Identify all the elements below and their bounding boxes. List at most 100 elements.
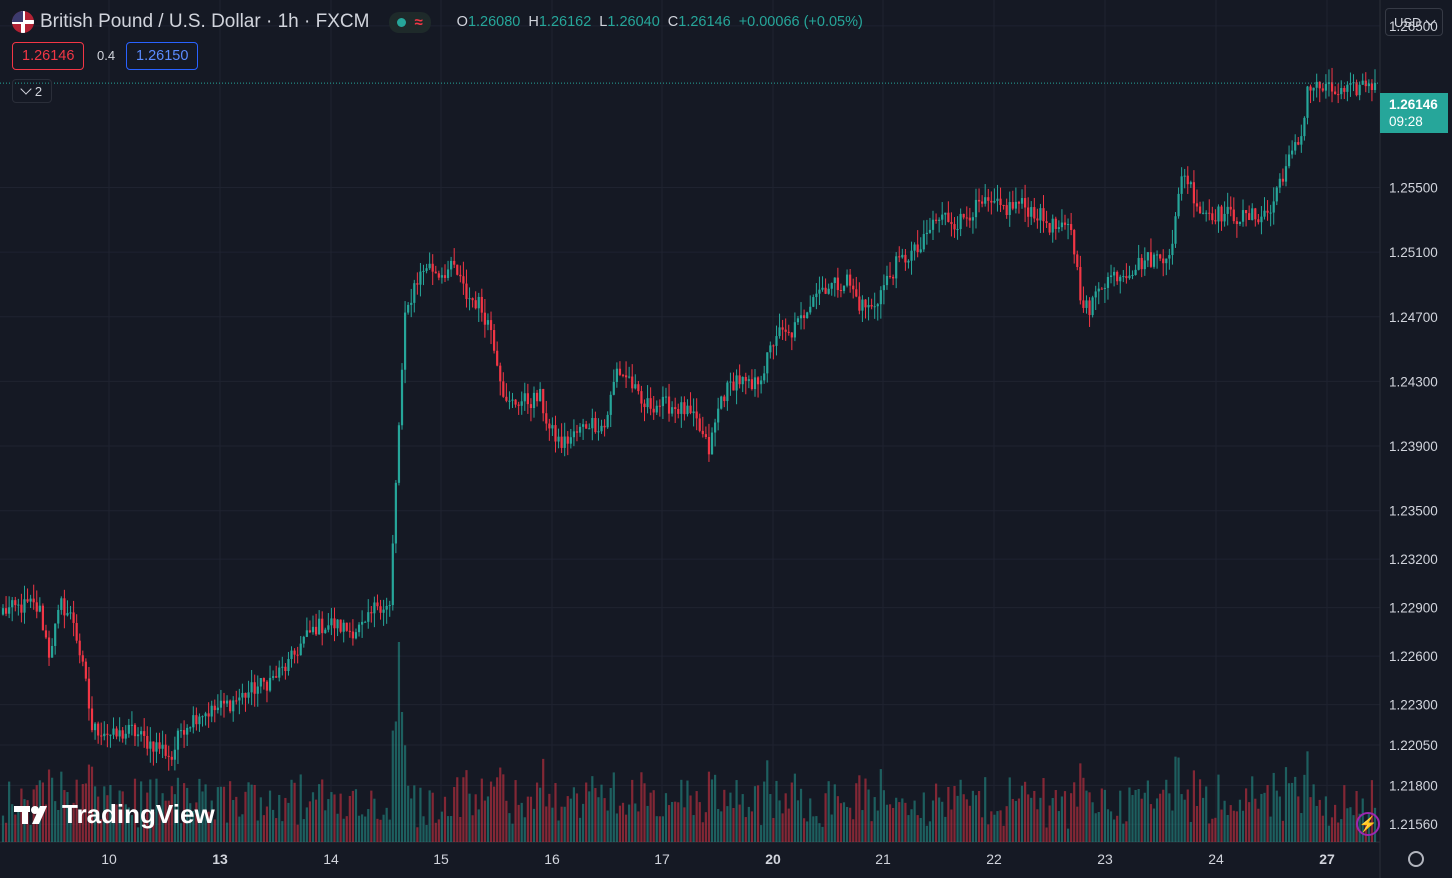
volume-bar (1189, 821, 1192, 842)
candle-body (1214, 220, 1217, 222)
currency-selector[interactable]: USD (1385, 8, 1443, 36)
volume-bar (594, 788, 597, 842)
volume-bar (535, 782, 539, 842)
volume-bar (425, 824, 428, 842)
candle-body (686, 405, 689, 415)
candle-body (1168, 255, 1171, 259)
candle-body (35, 602, 38, 612)
candle-body (852, 285, 855, 290)
candle-body (284, 666, 287, 671)
candle-body (974, 199, 978, 218)
volume-bar (136, 827, 140, 842)
volume-bar (416, 827, 419, 842)
volume-bar (1297, 796, 1300, 842)
volume-bar (1309, 797, 1312, 842)
volume-bar (428, 790, 431, 842)
volume-bar (1266, 785, 1269, 842)
candle-body (953, 224, 956, 230)
time-tick-label: 17 (654, 851, 670, 867)
candle-body (379, 606, 382, 613)
sell-button[interactable]: 1.26146 (12, 42, 85, 70)
volume-bar (502, 774, 505, 842)
indicators-toggle-button[interactable]: 2 (12, 79, 52, 103)
volume-bar (772, 817, 775, 842)
volume-bar (281, 821, 284, 842)
volume-bar (302, 819, 305, 842)
candle-body (680, 402, 683, 414)
candle-body (1333, 91, 1337, 95)
volume-bar (1168, 793, 1171, 842)
candle-body (1287, 154, 1291, 167)
volume-bar (456, 777, 459, 842)
volume-bar (910, 809, 913, 842)
volume-bar (1208, 823, 1211, 842)
volume-bar (667, 805, 671, 842)
candle-body (1260, 216, 1263, 223)
volume-bar (1278, 796, 1281, 842)
candle-body (1251, 208, 1254, 220)
volume-bar (1205, 786, 1208, 842)
low-label: L (599, 14, 608, 30)
candle-body (858, 296, 861, 311)
candle-body (1211, 213, 1214, 221)
volume-bar (1180, 794, 1183, 842)
volume-bar (1300, 813, 1303, 842)
price-tick-label: 1.24700 (1389, 310, 1438, 325)
volume-bar (44, 804, 48, 842)
candle-body (247, 692, 250, 698)
volume-bar (612, 772, 615, 842)
volume-bar (124, 804, 127, 842)
volume-bar (628, 804, 631, 842)
volume-bar (244, 791, 247, 842)
candle-body (124, 733, 127, 739)
candle-body (115, 728, 118, 737)
volume-bar (812, 816, 815, 842)
candle-body (81, 655, 84, 662)
candle-body (876, 304, 879, 307)
volume-bar (683, 807, 686, 842)
candle-body (1189, 182, 1192, 185)
volume-bar (1275, 790, 1278, 842)
volume-bar (919, 817, 922, 842)
volume-bar (1128, 787, 1131, 842)
market-status[interactable]: ≈ (389, 11, 431, 33)
symbol-title[interactable]: British Pound / U.S. Dollar · 1h · FXCM (40, 11, 370, 32)
candle-body (1002, 205, 1005, 207)
volume-bar (354, 789, 358, 842)
volume-bar (213, 819, 216, 842)
candle-body (971, 217, 975, 221)
candle-body (1272, 201, 1275, 213)
volume-bar (253, 784, 256, 842)
lightning-icon[interactable]: ⚡ (1356, 812, 1380, 836)
volume-bar (1306, 751, 1309, 842)
volume-bar (229, 781, 232, 842)
volume-bar (1337, 822, 1340, 842)
candle-body (692, 411, 695, 414)
candle-body (14, 600, 17, 606)
volume-bar (210, 800, 213, 842)
candle-body (213, 705, 216, 711)
buy-button[interactable]: 1.26150 (126, 42, 199, 70)
volume-bar (198, 778, 201, 842)
volume-bar (1238, 799, 1242, 842)
volume-bar (130, 815, 134, 842)
candle-body (121, 730, 124, 739)
volume-bar (189, 803, 192, 842)
candle-body (720, 396, 723, 409)
candle-body (855, 289, 858, 297)
time-axis[interactable]: 10 13 14 15 16 17 20 21 22 23 24 27 (101, 851, 1335, 867)
candle-body (410, 302, 413, 305)
price-tick-label: 1.23500 (1389, 504, 1438, 519)
volume-bar (692, 815, 695, 842)
volume-bar (345, 816, 348, 842)
volume-bar (864, 778, 867, 842)
chart-settings-button[interactable] (1405, 848, 1427, 870)
volume-bar (717, 808, 720, 842)
tradingview-logo[interactable]: TradingView (14, 799, 215, 830)
price-axis[interactable]: 1.26500 1.25500 1.25100 1.24700 1.24300 1.239… (1379, 0, 1438, 878)
candle-body (336, 619, 339, 629)
candle-body (655, 405, 658, 413)
candle-body (1082, 300, 1085, 308)
candle-body (130, 724, 134, 726)
